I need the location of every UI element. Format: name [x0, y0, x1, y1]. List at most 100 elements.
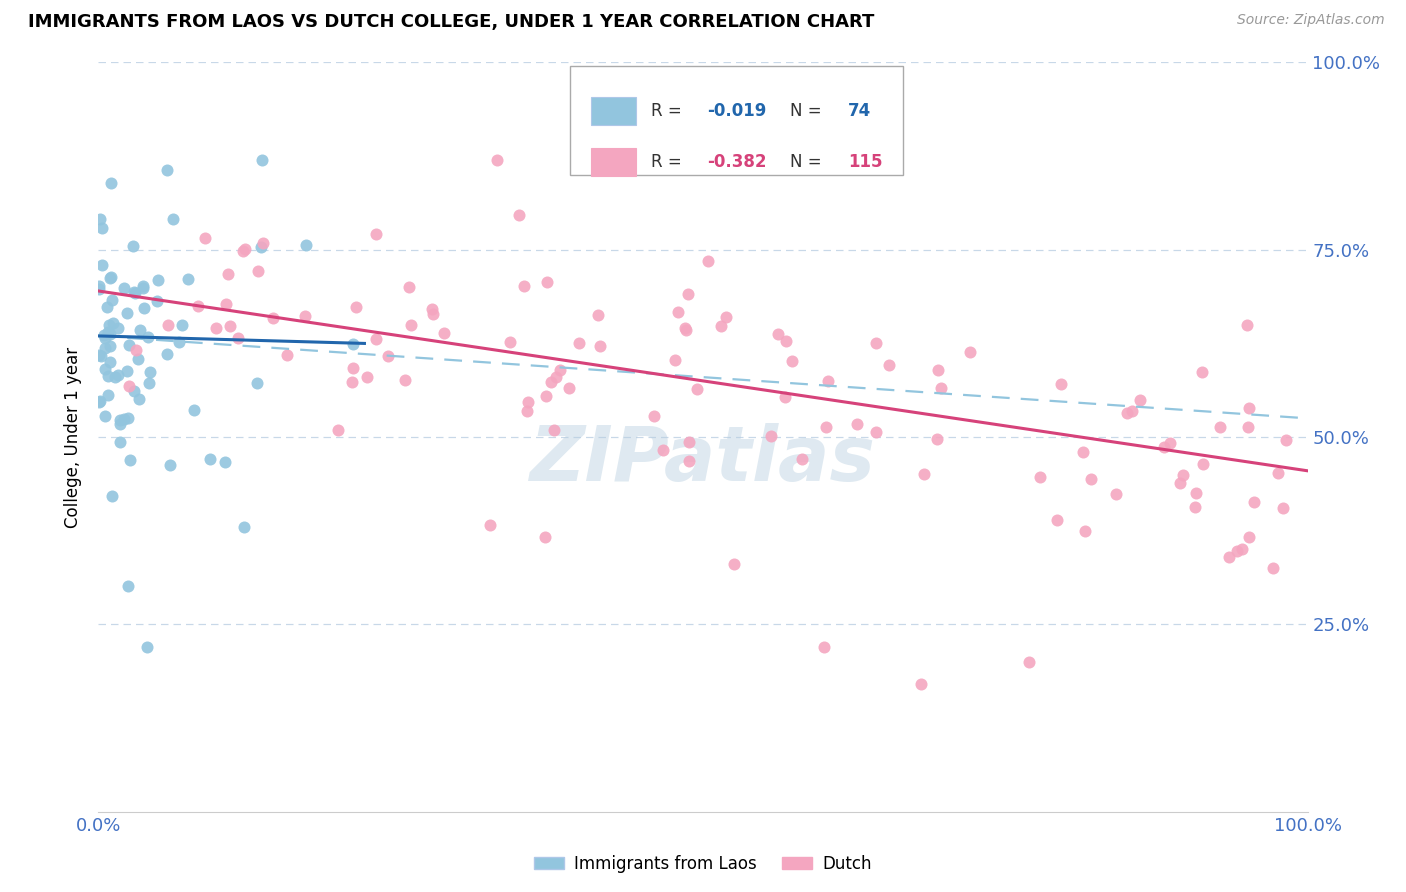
Point: [929, 381, 952, 395]
Point: [716, 145, 738, 160]
Point: [170, 318, 193, 332]
Point: [118, 379, 141, 393]
Point: [136, 330, 159, 344]
Point: [768, 326, 790, 341]
Point: [124, 286, 146, 301]
Point: [666, 305, 689, 319]
Point: [193, 231, 215, 245]
Point: [205, 321, 228, 335]
Point: [108, 434, 131, 449]
Point: [1236, 318, 1258, 332]
Point: [122, 285, 145, 299]
Point: [398, 280, 420, 294]
Point: [342, 361, 364, 376]
Point: [1267, 467, 1289, 481]
Point: [107, 321, 129, 335]
Point: [401, 318, 423, 333]
Point: [91, 221, 114, 235]
Point: [516, 404, 538, 418]
Point: [546, 370, 568, 384]
Point: [87, 279, 110, 293]
Point: [214, 455, 236, 469]
Point: [1171, 467, 1194, 482]
Point: [377, 349, 399, 363]
Point: [89, 395, 111, 409]
Point: [1184, 500, 1206, 514]
Point: [673, 321, 696, 335]
Text: 115: 115: [848, 153, 883, 171]
Point: [513, 278, 536, 293]
Point: [132, 279, 155, 293]
Point: [132, 301, 155, 316]
Point: [588, 338, 610, 352]
Point: [775, 334, 797, 348]
Point: [1237, 530, 1260, 544]
Point: [1243, 495, 1265, 509]
Point: [294, 309, 316, 323]
Point: [100, 270, 122, 285]
Point: [157, 318, 180, 332]
Point: [246, 376, 269, 391]
Point: [548, 363, 571, 377]
Point: [177, 271, 200, 285]
Point: [89, 212, 111, 227]
Point: [232, 520, 254, 534]
Point: [1272, 501, 1295, 516]
Point: [959, 345, 981, 359]
Point: [183, 403, 205, 417]
Point: [219, 318, 242, 333]
Point: [344, 300, 367, 314]
Point: [517, 394, 540, 409]
Point: [643, 409, 665, 423]
Text: -0.382: -0.382: [707, 153, 766, 171]
Point: [148, 273, 170, 287]
Text: 74: 74: [848, 103, 872, 120]
Point: [128, 323, 150, 337]
Point: [1115, 406, 1137, 420]
Point: [366, 227, 388, 241]
Point: [162, 211, 184, 226]
Point: [678, 454, 700, 468]
Text: N =: N =: [790, 103, 827, 120]
Point: [139, 365, 162, 379]
Y-axis label: College, Under 1 year: College, Under 1 year: [65, 346, 83, 528]
Point: [94, 341, 117, 355]
Point: [115, 306, 138, 320]
Point: [97, 326, 120, 340]
Point: [1071, 445, 1094, 459]
Point: [394, 373, 416, 387]
Point: [761, 429, 783, 443]
Point: [433, 326, 456, 341]
Point: [910, 677, 932, 691]
Text: -0.019: -0.019: [707, 103, 766, 120]
Point: [128, 392, 150, 406]
Point: [813, 640, 835, 654]
Text: IMMIGRANTS FROM LAOS VS DUTCH COLLEGE, UNDER 1 YEAR CORRELATION CHART: IMMIGRANTS FROM LAOS VS DUTCH COLLEGE, U…: [28, 13, 875, 31]
Point: [233, 243, 256, 257]
Point: [790, 451, 813, 466]
Point: [101, 293, 124, 307]
Point: [112, 412, 135, 426]
Point: [89, 394, 111, 409]
Point: [117, 579, 139, 593]
Point: [131, 280, 153, 294]
Point: [1185, 486, 1208, 500]
Point: [120, 452, 142, 467]
Point: [249, 240, 271, 254]
Point: [1226, 544, 1249, 558]
Point: [118, 338, 141, 352]
Point: [122, 384, 145, 399]
Point: [486, 153, 509, 167]
Point: [1237, 420, 1260, 434]
Point: [89, 348, 111, 362]
Point: [328, 423, 350, 437]
Point: [138, 376, 160, 391]
Point: [865, 425, 887, 439]
Point: [557, 381, 579, 395]
Point: [1121, 403, 1143, 417]
Point: [97, 387, 120, 401]
Point: [101, 317, 124, 331]
Point: [1192, 457, 1215, 471]
Point: [697, 253, 720, 268]
FancyBboxPatch shape: [569, 66, 903, 175]
